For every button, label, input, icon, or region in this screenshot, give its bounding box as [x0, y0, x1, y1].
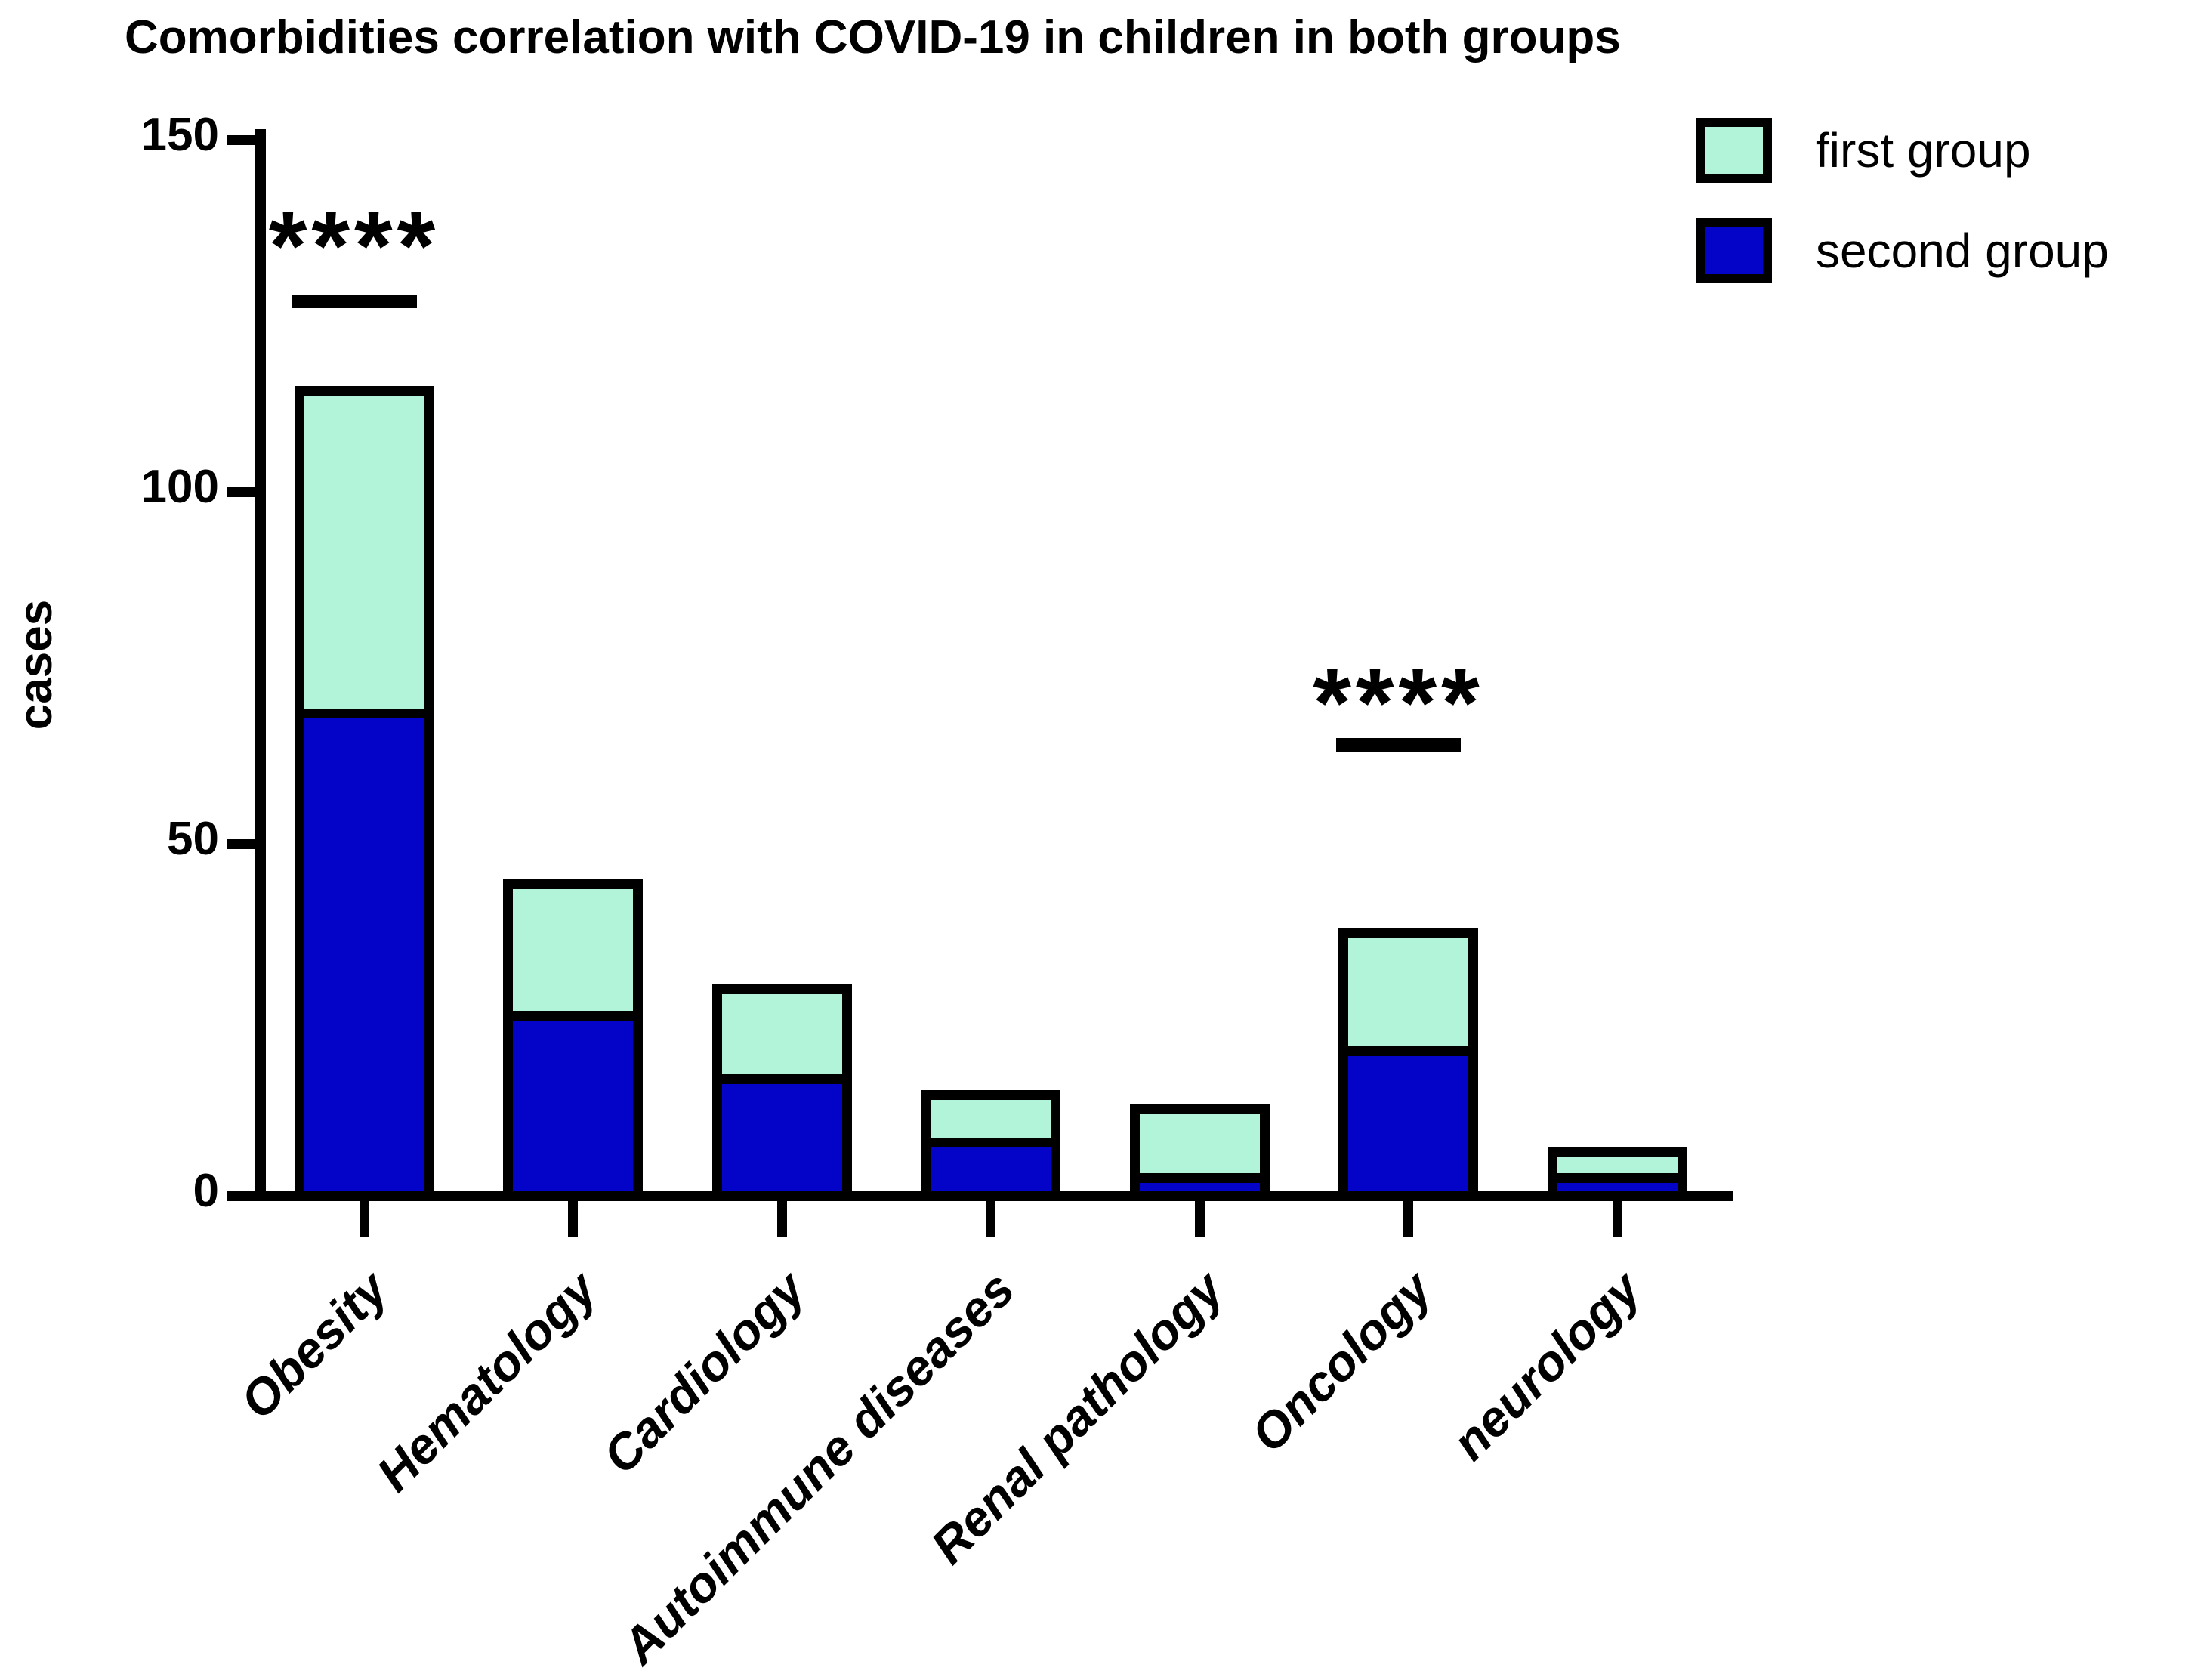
- bar-segment-second-group: [1348, 1045, 1468, 1191]
- y-tick-label: 100: [140, 461, 219, 513]
- stacked-bar-cardiology: [711, 984, 852, 1201]
- bar-segment-second-group: [1557, 1172, 1678, 1191]
- x-tick-mark: [359, 1201, 369, 1237]
- stacked-bar-obesity: [294, 386, 434, 1201]
- legend-label-second-group: second group: [1816, 224, 2109, 278]
- x-tick-mark: [1194, 1201, 1205, 1237]
- x-tick-mark: [1403, 1201, 1413, 1237]
- x-label-cardiology: Cardiology: [591, 1260, 816, 1484]
- legend-swatch-first-group: [1696, 118, 1772, 183]
- x-tick-mark: [568, 1201, 578, 1237]
- x-label-obesity: Obesity: [229, 1260, 399, 1430]
- significance-stars-oncology: ****: [1313, 647, 1484, 758]
- y-axis-label: cases: [10, 599, 62, 730]
- significance-line-oncology: [1336, 738, 1461, 752]
- stacked-bar-neurology: [1547, 1146, 1687, 1201]
- x-tick-mark: [986, 1201, 995, 1237]
- x-tick-mark: [1612, 1201, 1622, 1237]
- y-tick-mark: [227, 838, 261, 849]
- x-label-neurology: neurology: [1441, 1260, 1652, 1471]
- stacked-bar-autoimmune-diseases: [921, 1090, 1060, 1201]
- bar-segment-second-group: [304, 708, 424, 1191]
- significance-line-obesity: [292, 295, 417, 309]
- y-axis-line: [255, 129, 266, 1201]
- y-tick-mark: [227, 486, 261, 497]
- stacked-bar-renal-pathology: [1129, 1104, 1270, 1201]
- bar-segment-second-group: [513, 1011, 633, 1191]
- y-tick-mark: [227, 1191, 261, 1201]
- y-tick-mark: [227, 134, 261, 145]
- legend-label-first-group: first group: [1816, 123, 2031, 178]
- chart-title: Comorbidities correlation with COVID-19 …: [125, 11, 1621, 63]
- x-label-hematology: Hematology: [366, 1260, 607, 1502]
- y-tick-label: 50: [167, 813, 219, 865]
- significance-stars-obesity: ****: [268, 190, 440, 301]
- stacked-bar-hematology: [503, 879, 643, 1201]
- bar-segment-second-group: [1139, 1172, 1260, 1191]
- y-tick-label: 150: [140, 109, 219, 161]
- x-tick-mark: [776, 1201, 787, 1237]
- legend-swatch-second-group: [1696, 218, 1772, 283]
- y-tick-label: 0: [193, 1165, 219, 1217]
- x-label-oncology: Oncology: [1239, 1260, 1443, 1463]
- x-label-autoimmune-diseases: Autoimmune diseases: [610, 1260, 1025, 1675]
- stacked-bar-oncology: [1338, 928, 1478, 1201]
- bar-segment-second-group: [721, 1074, 842, 1191]
- bar-segment-second-group: [931, 1138, 1051, 1191]
